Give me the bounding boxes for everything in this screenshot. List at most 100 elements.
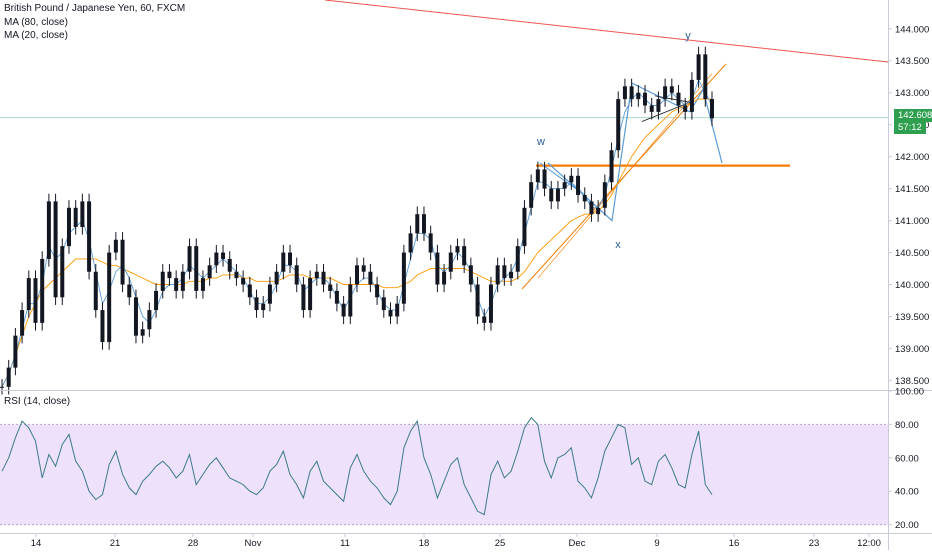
price-bar — [294, 265, 299, 285]
price-bar — [435, 252, 440, 285]
price-bar — [602, 182, 607, 208]
price-bar — [448, 252, 453, 272]
price-bar — [247, 284, 252, 298]
price-bar — [482, 316, 487, 323]
price-bar — [408, 233, 413, 253]
price-bar — [227, 258, 232, 272]
price-tick-label: 138.500 — [895, 376, 929, 387]
price-bar — [515, 246, 520, 272]
price-bar — [562, 182, 567, 189]
price-bar — [669, 86, 674, 93]
price-bar — [428, 233, 433, 253]
price-bar — [140, 329, 145, 336]
rsi-tick-label: 80.00 — [895, 420, 919, 431]
price-bar — [542, 169, 547, 189]
price-bar — [167, 271, 172, 279]
price-bar — [355, 265, 359, 285]
rsi-band — [0, 424, 888, 525]
price-tick-label: 141.500 — [895, 184, 929, 195]
price-tick-label: 143.000 — [895, 88, 929, 99]
legend-ma20[interactable]: MA (20, close) — [4, 30, 68, 41]
rising-trendline-lower — [537, 73, 713, 279]
price-bar — [214, 252, 219, 266]
candles-layer — [0, 46, 714, 395]
price-bar — [468, 265, 473, 285]
price-bar — [321, 271, 326, 285]
price-bar — [87, 201, 92, 272]
price-bar — [200, 278, 205, 291]
price-bar — [415, 214, 420, 234]
price-tick-label: 143.500 — [895, 56, 929, 67]
price-bar — [107, 252, 112, 343]
price-bar — [509, 271, 514, 279]
price-bar — [100, 310, 105, 343]
chart-title: British Pound / Japanese Yen, 60, FXCM — [4, 3, 186, 14]
price-bar — [462, 246, 467, 266]
price-bar — [529, 182, 534, 208]
price-bar — [683, 105, 688, 112]
time-tick-label: 9 — [654, 538, 659, 549]
price-bar — [120, 239, 125, 285]
price-bar — [127, 284, 132, 298]
price-bar — [254, 297, 259, 311]
price-bar — [676, 92, 681, 106]
rsi-tick-label: 100.00 — [895, 387, 924, 398]
price-bar — [133, 297, 138, 336]
price-bar — [26, 278, 31, 311]
time-tick-label: 11 — [340, 538, 350, 549]
time-tick-label: 28 — [188, 538, 199, 549]
time-tick-label: 21 — [110, 538, 121, 549]
price-bar — [502, 265, 507, 279]
time-tick-label: 18 — [419, 538, 430, 549]
price-bar — [20, 310, 25, 336]
time-tick-label: 23 — [809, 538, 820, 549]
price-bar — [80, 201, 85, 227]
time-tick-label: Dec — [569, 538, 586, 549]
price-bar — [33, 278, 38, 323]
price-bar — [53, 201, 58, 298]
price-tick-label: 139.500 — [895, 312, 929, 323]
price-bar — [288, 252, 293, 266]
price-bar — [93, 271, 98, 311]
price-bar — [13, 335, 18, 368]
drawing-layer — [324, 0, 889, 290]
price-bar — [703, 54, 708, 100]
rsi-legend[interactable]: RSI (14, close) — [4, 396, 71, 407]
time-tick-label: 14 — [31, 538, 42, 549]
price-bar — [549, 188, 554, 202]
price-tick-label: 139.000 — [895, 344, 929, 355]
wave-label-x: x — [615, 239, 621, 251]
price-bar — [147, 310, 152, 330]
price-tick-label: 144.000 — [895, 24, 929, 35]
price-tick-label: 140.500 — [895, 248, 929, 259]
price-bar — [596, 207, 601, 215]
price-bar — [234, 271, 239, 279]
price-bar — [308, 278, 313, 311]
price-bar — [154, 290, 159, 311]
rsi-band-layer — [0, 423, 888, 526]
price-bar — [267, 284, 272, 304]
price-bar — [66, 207, 71, 247]
price-bar — [388, 310, 393, 317]
price-bar — [475, 284, 480, 317]
price-bar — [348, 284, 353, 317]
last-price-badge: 142.608 — [894, 109, 932, 122]
rsi-tick-label: 40.00 — [895, 487, 919, 498]
ma80-line — [1, 98, 712, 388]
price-bar — [46, 201, 51, 259]
time-tick-label: Nov — [245, 538, 262, 549]
price-bar — [442, 271, 447, 285]
price-bar — [589, 201, 594, 215]
price-bar — [629, 86, 634, 100]
price-bar — [180, 271, 185, 291]
wave-label-y: y — [685, 30, 691, 42]
price-bar — [194, 246, 199, 291]
price-bar — [535, 169, 540, 183]
price-bar — [455, 246, 460, 253]
price-bar — [656, 99, 661, 112]
price-bar — [488, 284, 493, 323]
price-bar — [341, 303, 346, 317]
legend-ma80[interactable]: MA (80, close) — [4, 17, 68, 28]
